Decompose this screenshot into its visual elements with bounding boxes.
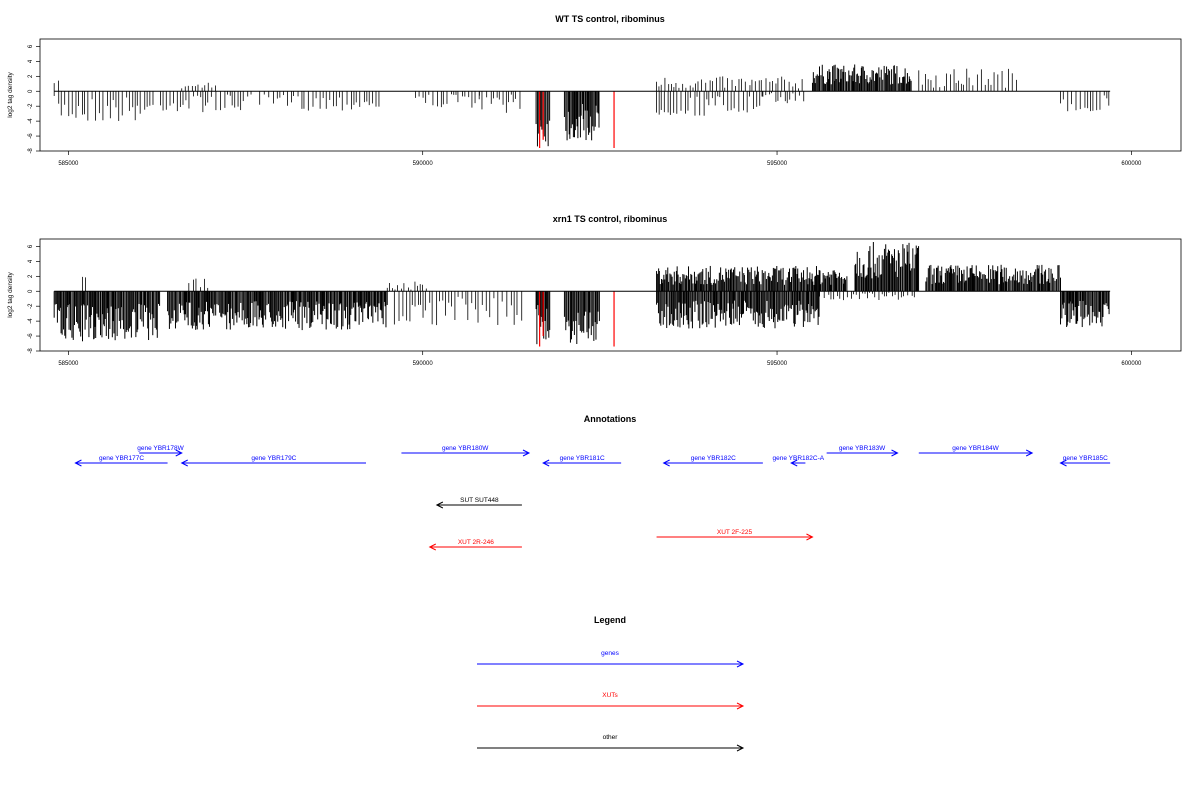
gene-arrow <box>180 459 366 467</box>
gene-label: gene YBR182C-A <box>773 455 825 462</box>
xtick-label: 590000 <box>413 161 434 167</box>
other-label: SUT SUT448 <box>460 497 499 504</box>
ytick-label: -6 <box>28 333 34 339</box>
legend-arrow <box>477 744 745 752</box>
ytick-label: 0 <box>28 89 34 93</box>
gene-arrow <box>139 449 183 457</box>
legend-label: XUTs <box>602 692 618 699</box>
xtick-label: 595000 <box>767 161 788 167</box>
ytick-label: 4 <box>28 59 34 63</box>
xut-label: XUT 2F-225 <box>717 529 753 536</box>
ytick-label: 6 <box>28 44 34 48</box>
gene-label: gene YBR183W <box>839 445 886 452</box>
gene-label: gene YBR180W <box>442 445 489 452</box>
annotations-title: Annotations <box>584 414 637 424</box>
ytick-label: -2 <box>28 103 34 109</box>
ytick-label: 6 <box>28 244 34 248</box>
xtick-label: 585000 <box>58 361 79 367</box>
panel-wt: WT TS control, ribominus log2 tag densit… <box>7 14 1182 167</box>
ylabel-wt: log2 tag density <box>7 71 14 117</box>
xut-annotations: XUT 2R-246 XUT 2F-225 <box>428 529 814 551</box>
other-annotations: SUT SUT448 <box>435 497 522 509</box>
gene-arrow <box>662 459 763 467</box>
ytick-label: -8 <box>28 348 34 354</box>
ytick-label: -8 <box>28 148 34 154</box>
legend-items: genes XUTs other <box>477 650 745 752</box>
legend-title: Legend <box>594 615 626 625</box>
xtick-label: 595000 <box>767 361 788 367</box>
panel-title-xrn1: xrn1 TS control, ribominus <box>553 214 668 224</box>
xut-label: XUT 2R-246 <box>458 539 494 546</box>
gene-label: gene YBR184W <box>952 445 999 452</box>
yaxis-xrn1: -8 -6 -4 -2 0 2 4 6 <box>28 244 40 354</box>
gene-arrow <box>790 459 806 467</box>
gene-arrow <box>401 449 531 457</box>
plot-frame-xrn1 <box>39 238 1182 352</box>
ytick-label: -4 <box>28 318 34 324</box>
ytick-label: -6 <box>28 133 34 139</box>
xut-arrow <box>428 543 522 551</box>
ytick-label: -4 <box>28 118 34 124</box>
plot-frame-wt <box>39 38 1182 152</box>
gene-annotations: gene YBR177C gene YBR178W gene YBR179C gene… <box>74 445 1111 467</box>
legend-arrow <box>477 702 745 710</box>
ytick-label: 2 <box>28 74 34 78</box>
gene-arrow <box>74 459 168 467</box>
legend: Legend genes XUTs other <box>477 615 745 752</box>
other-arrow <box>435 501 522 509</box>
gene-label: gene YBR178W <box>137 445 184 452</box>
xtick-label: 585000 <box>58 161 79 167</box>
gene-arrow <box>1059 459 1111 467</box>
bars-xrn1 <box>53 242 1110 347</box>
gene-label: gene YBR182C <box>691 455 736 462</box>
gene-arrow <box>826 449 899 457</box>
gene-arrow <box>542 459 622 467</box>
xtick-label: 590000 <box>413 361 434 367</box>
ytick-label: 4 <box>28 259 34 263</box>
ytick-label: -2 <box>28 303 34 309</box>
gene-label: gene YBR177C <box>99 455 144 462</box>
xaxis-wt: 585000 590000 595000 600000 <box>58 151 1142 167</box>
xaxis-xrn1: 585000 590000 595000 600000 <box>58 351 1142 367</box>
ytick-label: 2 <box>28 274 34 278</box>
gene-label: gene YBR185C <box>1063 455 1108 462</box>
legend-arrow <box>477 660 745 668</box>
panel-xrn1: xrn1 TS control, ribominus log2 tag dens… <box>7 214 1182 367</box>
ytick-label: 0 <box>28 289 34 293</box>
xtick-label: 600000 <box>1121 161 1142 167</box>
panel-title-wt: WT TS control, ribominus <box>555 14 665 24</box>
yaxis-wt: -8 -6 -4 -2 0 2 4 6 <box>28 44 40 154</box>
legend-label: genes <box>601 650 619 657</box>
gene-label: gene YBR179C <box>251 455 296 462</box>
ylabel-xrn1: log2 tag density <box>7 271 14 317</box>
xut-arrow <box>656 533 814 541</box>
gene-arrow <box>918 449 1034 457</box>
xtick-label: 600000 <box>1121 361 1142 367</box>
gene-label: gene YBR181C <box>560 455 605 462</box>
bars-wt <box>53 64 1110 149</box>
legend-label: other <box>603 734 619 741</box>
